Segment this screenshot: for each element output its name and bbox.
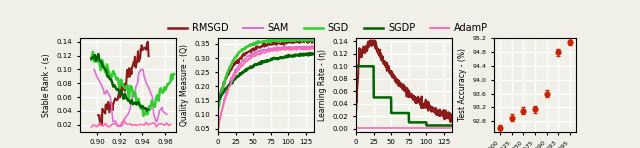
Point (518, 110, 529, 112)
Y-axis label: Stable Rank - (s): Stable Rank - (s) (42, 53, 51, 117)
Point (495, 127, 505, 130)
Y-axis label: Test Accuracy - (%): Test Accuracy - (%) (458, 49, 467, 122)
Point (530, 108, 540, 110)
Point (565, 41, 575, 43)
Point (541, 92, 552, 95)
Y-axis label: Quality Measure - (Q): Quality Measure - (Q) (180, 44, 189, 126)
Point (554, 51, 564, 53)
Y-axis label: Learning Rate - (η): Learning Rate - (η) (318, 49, 327, 121)
Point (506, 117, 516, 119)
Legend: RMSGD, SAM, SGD, SGDP, AdamP: RMSGD, SAM, SGD, SGDP, AdamP (164, 19, 492, 37)
